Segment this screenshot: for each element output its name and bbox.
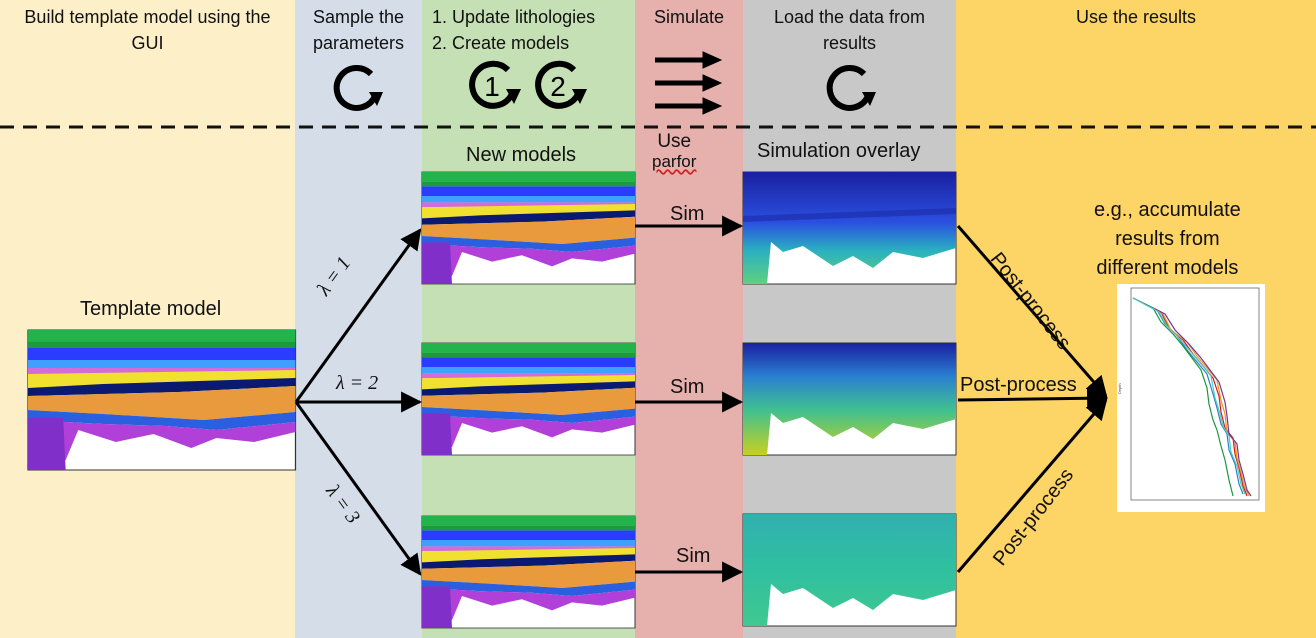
use-parfor-line1: Use [657,131,692,152]
new-models-label: New models [466,144,577,166]
column-build-header: Build template model using the GUI [24,7,271,53]
svg-text:Depth: Depth [1117,383,1122,394]
result-description-line3: different models [1096,257,1239,279]
sim-3-label: Sim [676,545,711,567]
column-build: Build template model using the GUI [0,0,295,638]
accumulated-results-plot: Depth [1117,284,1265,512]
cycle-arrow-icon [333,65,383,111]
template-model-label: Template model [80,298,222,320]
cycle-two-number: 2 [550,71,566,102]
column-simulate-header: Simulate [653,7,725,27]
use-parfor-label: Use parfor [652,132,696,172]
cycle-one-icon: 1 [469,60,521,109]
column-sample-header: Sample the parameters [312,7,405,53]
column-load-header: Load the data from results [773,7,926,53]
simulation-overlay-label: Simulation overlay [757,140,921,162]
post-process-2-label: Post-process [960,374,1077,396]
result-description-line2: results from [1115,228,1220,250]
result-description: e.g., accumulate results from different … [1094,196,1241,283]
cycle-one-number: 1 [484,71,500,102]
lambda-2-label: λ = 2 [336,372,379,394]
column-use-header: Use the results [1075,7,1197,27]
cycle-arrow-icon [826,65,876,111]
column-sample: Sample the parameters [295,0,422,638]
result-description-line1: e.g., accumulate [1094,199,1241,221]
column-update-header-line1: 1. Update lithologies [432,7,596,27]
column-update-header: 1. Update lithologies 2. Create models [432,4,635,56]
use-parfor-line2: parfor [652,152,697,171]
cycle-two-icon: 2 [535,60,587,109]
triple-right-arrow-icon [655,51,723,115]
column-update-header-line2: 2. Create models [432,33,570,53]
sim-2-label: Sim [670,376,705,398]
sim-1-label: Sim [670,203,705,225]
